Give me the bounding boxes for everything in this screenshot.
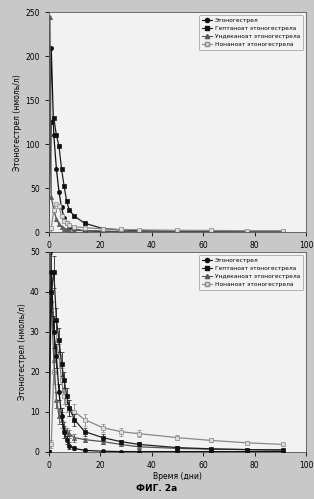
Y-axis label: Этоногестрел (нмоль/л): Этоногестрел (нмоль/л) — [14, 74, 22, 171]
Legend: Этоногестрел, Гептаноат этоногестрела, Ундеканоат этоногестрела, Нонаноат этоног: Этоногестрел, Гептаноат этоногестрела, У… — [199, 15, 303, 50]
Legend: Этоногестрел, Гептаноат этоногестрела, Ундеканоат этоногестрела, Нонаноат этоног: Этоногестрел, Гептаноат этоногестрела, У… — [199, 255, 303, 290]
Y-axis label: Этоногестрел (нмоль/л): Этоногестрел (нмоль/л) — [18, 303, 27, 400]
X-axis label: Время (дни): Время (дни) — [153, 473, 202, 482]
X-axis label: Время (дни): Время (дни) — [153, 253, 202, 262]
Text: ФИГ. 2а: ФИГ. 2а — [136, 484, 178, 493]
